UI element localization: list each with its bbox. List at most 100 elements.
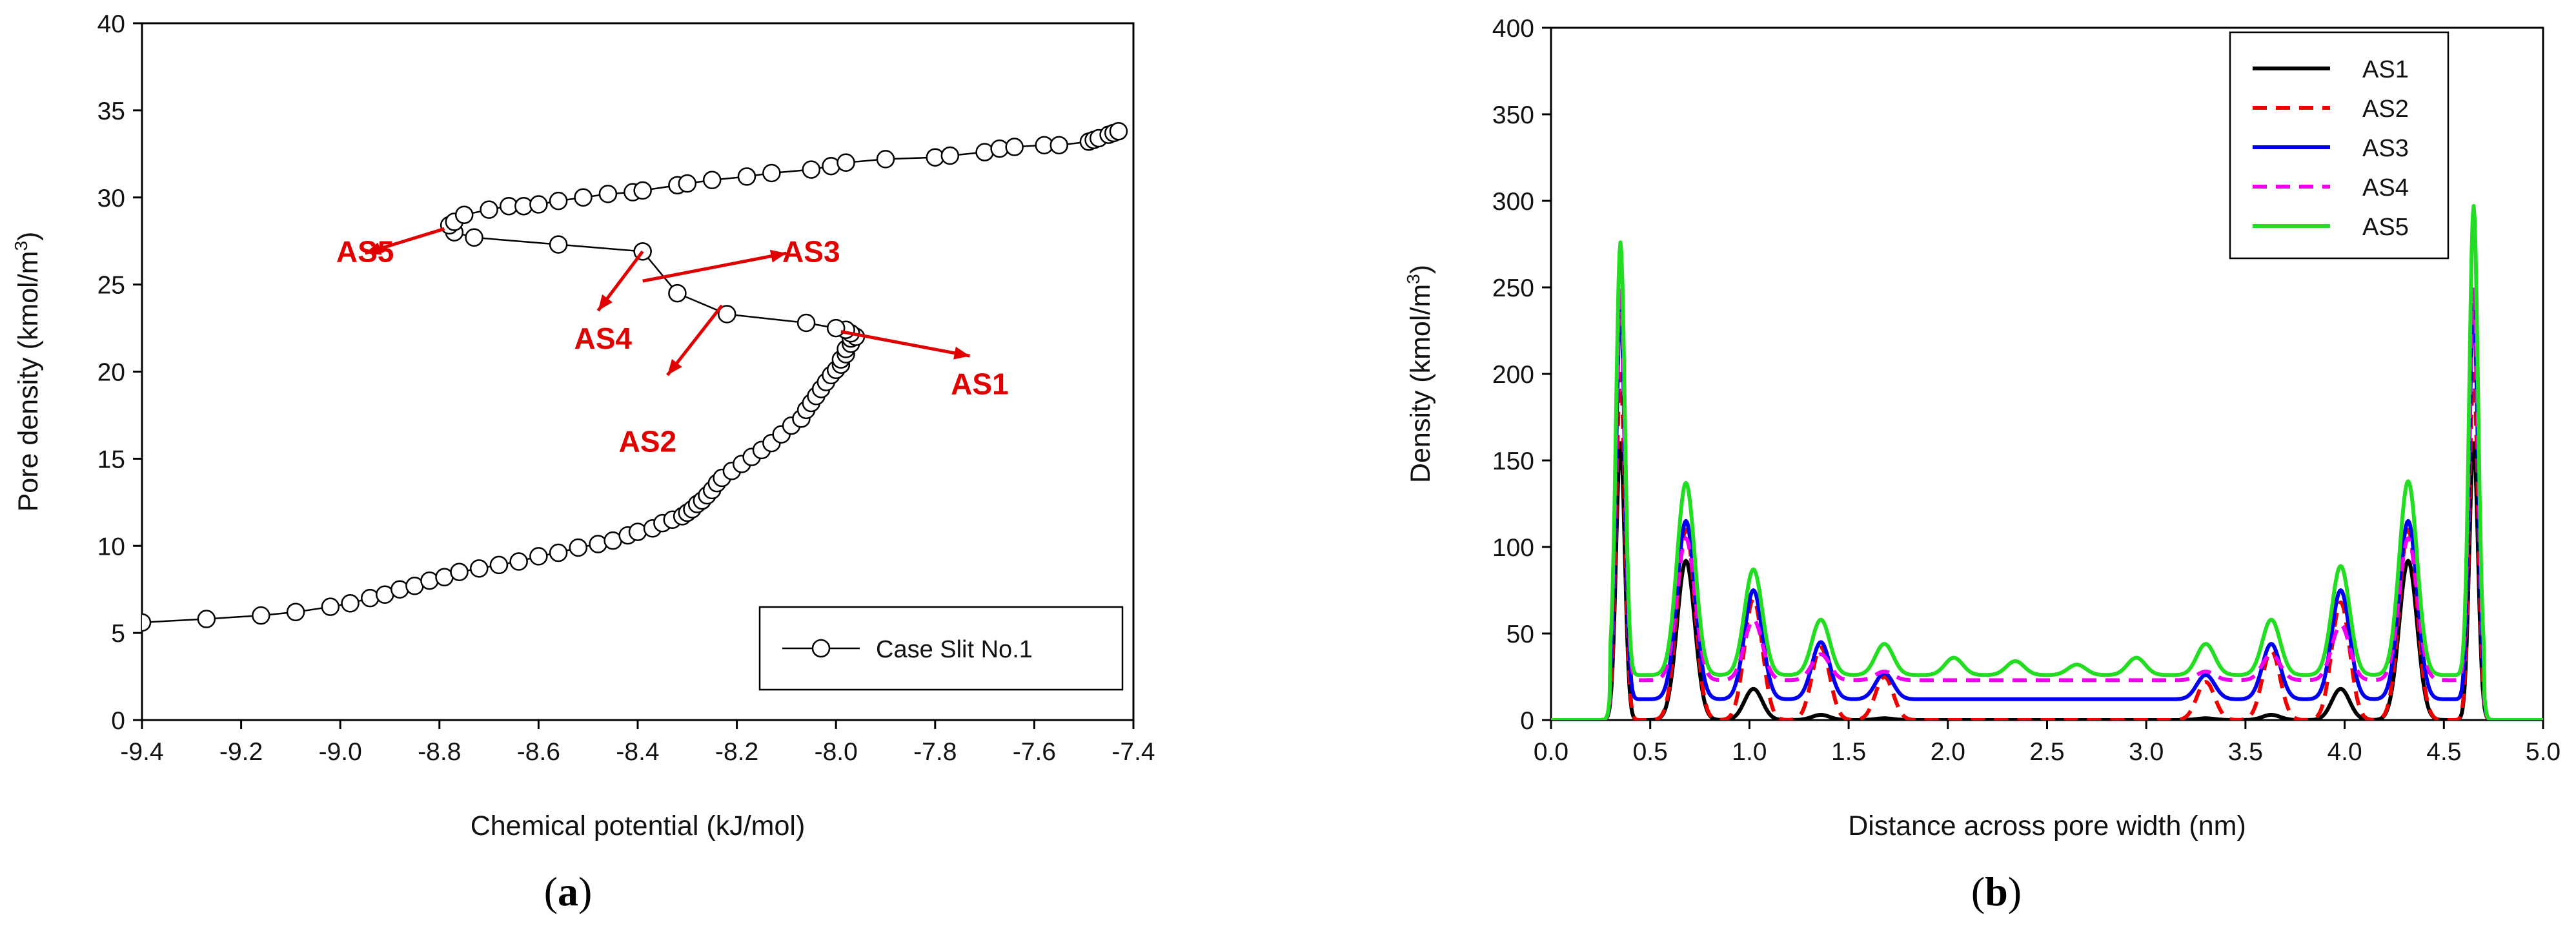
y-axis-title-main: Density (kmol/m [1405,284,1436,483]
data-point [589,535,607,553]
data-point [598,185,618,203]
x-tick-label: -8.8 [418,738,461,766]
annotation-arrow-as4-head [598,294,613,311]
series-line-as1 [1551,441,2543,720]
data-point [465,228,483,247]
legend: AS1 AS2 AS3 AS4 AS5 [2229,31,2449,260]
data-point [420,571,439,590]
data-point [361,588,380,608]
data-point [529,547,548,566]
chart-panel-a: -9.4 -9.2 -9.0 -8.8 -8.6 -8.4 -8.2 -8.0 -7.8 -7.6… [11,10,1155,841]
x-tick-label: -8.0 [815,738,858,766]
data-point [480,200,498,219]
y-tick-label: 350 [1492,101,1534,129]
data-point [549,235,568,254]
legend-label-as1: AS1 [2362,56,2409,83]
annotation-label-as5: AS5 [336,234,394,268]
data-point [341,594,360,613]
x-tick-label: -7.4 [1111,738,1155,766]
x-tick-label: 4.0 [2327,738,2362,766]
legend: Case Slit No.1 [758,606,1124,691]
data-point [1050,136,1069,155]
data-point [678,174,697,193]
series-line-as3 [1551,302,2543,720]
x-tick-label: -7.8 [913,738,957,766]
annotation-arrow-as3-line [642,251,787,283]
data-point [549,543,568,562]
data-point [737,167,756,186]
annotation-label-as4: AS4 [574,322,632,355]
data-point [454,205,474,224]
series-line-as4 [1551,285,2543,720]
annotation-arrow-as2-head [667,358,682,375]
data-point [940,146,960,165]
y-tick-label: 20 [97,359,125,387]
data-point [574,188,593,207]
legend-swatch-marker [811,639,831,658]
y-axis-title: Density (kmol/m3) [1403,265,1436,483]
x-tick-label: 1.0 [1732,738,1767,766]
annotation-label-as1: AS1 [951,367,1008,400]
x-tick-label: -8.2 [715,738,758,766]
legend-label-as5: AS5 [2362,214,2409,241]
data-point [702,170,722,190]
data-point [975,143,994,161]
data-point [529,195,548,214]
x-tick-label: 1.5 [1831,738,1866,766]
x-tick-label: -8.6 [517,738,560,766]
data-point [197,610,216,628]
legend-label-as2: AS2 [2362,96,2409,123]
y-tick-label: 400 [1492,15,1534,43]
data-point [1109,121,1128,141]
legend-label: Case Slit No.1 [876,636,1033,663]
series-line-as2 [1551,372,2543,720]
y-tick-label: 35 [97,98,125,125]
y-tick-label: 30 [97,185,125,212]
x-tick-label: 0.5 [1633,738,1668,766]
plot-area [1551,204,2543,720]
data-point [469,559,489,578]
data-point [569,538,588,557]
y-tick-label: 250 [1492,274,1534,302]
y-tick-label: 50 [1506,621,1534,648]
y-tick-label: 40 [97,10,125,38]
data-point [489,555,509,575]
data-point [876,150,895,169]
x-tick-label: -9.2 [219,738,263,766]
x-tick-label: 3.0 [2129,738,2164,766]
legend-label-as3: AS3 [2362,135,2409,162]
y-tick-label: 200 [1492,361,1534,389]
y-tick-label: 300 [1492,188,1534,216]
annotation-arrow-as1-head [953,346,970,360]
y-tick-label: 10 [97,533,125,561]
y-axis-title-sup: 3 [11,241,31,251]
data-point [628,522,647,541]
data-point [822,156,840,176]
data-point [142,613,152,632]
x-tick-label: -7.6 [1013,738,1056,766]
data-point [837,153,855,172]
data-point [286,602,305,622]
data-point [1005,138,1024,156]
y-axis-title: Pore density (kmol/m3) [11,232,44,512]
y-axis-title-close: ) [1405,265,1436,274]
y-tick-label: 150 [1492,448,1534,475]
data-point [321,597,340,616]
data-point [717,305,736,324]
annotation-label-as2: AS2 [619,424,676,458]
x-tick-label: 3.5 [2228,738,2263,766]
x-tick-label: 4.5 [2426,738,2461,766]
x-tick-label: -8.4 [616,738,659,766]
data-point [509,552,528,571]
x-tick-label: 0.0 [1534,738,1568,766]
data-point [826,318,846,338]
x-tick-label: -9.0 [319,738,362,766]
data-point [633,181,652,200]
panel-label-a: (a) [544,869,593,914]
series-line-as5 [1551,204,2543,720]
data-point [762,163,781,183]
annotation-arrow-as5-head [365,242,382,255]
plot-area [142,121,1128,632]
x-tick-label: 2.0 [1931,738,1965,766]
